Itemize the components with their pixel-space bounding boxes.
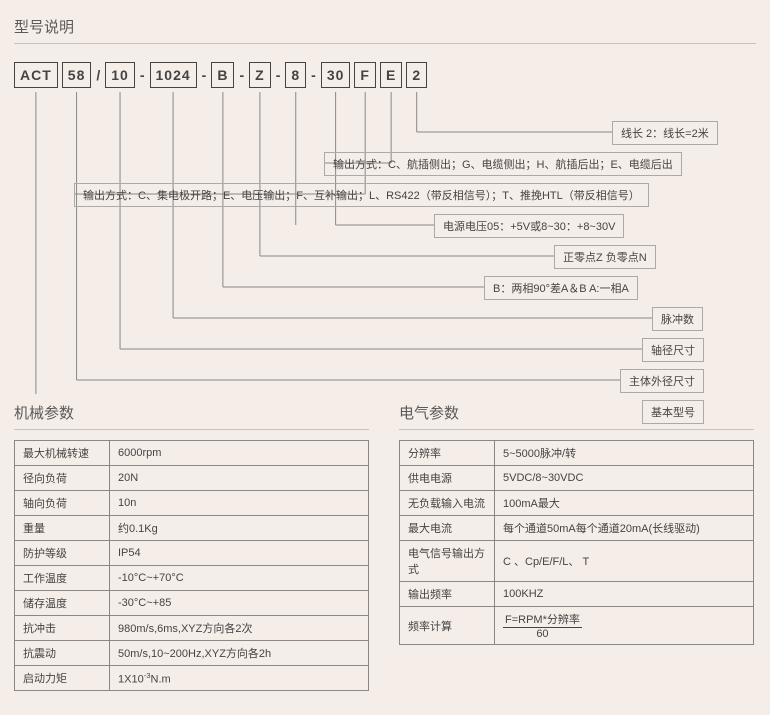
table-row: 电气信号输出方式C 、Cp/E/F/L、 T	[400, 541, 754, 582]
model-box-7: B	[211, 62, 234, 88]
label-l3: 电源电压05：+5V或8~30：+8~30V	[434, 214, 624, 238]
table-row: 分辨率5~5000脉冲/转	[400, 441, 754, 466]
spec-label: 储存温度	[15, 591, 110, 616]
table-row: 储存温度-30°C~+85	[15, 591, 369, 616]
table-row: 抗冲击980m/s,6ms,XYZ方向各2次	[15, 616, 369, 641]
model-box-1: 58	[62, 62, 92, 88]
table-row: 工作温度-10°C~+70°C	[15, 566, 369, 591]
table-row: 防护等级IP54	[15, 541, 369, 566]
spec-label: 防护等级	[15, 541, 110, 566]
model-box-11: 8	[285, 62, 306, 88]
model-sep: -	[310, 67, 317, 83]
table-row: 重量约0.1Kg	[15, 516, 369, 541]
spec-label: 径向负荷	[15, 466, 110, 491]
spec-value: 5~5000脉冲/转	[495, 441, 754, 466]
label-l4: 正零点Z 负零点N	[554, 245, 656, 269]
mech-table: 最大机械转速6000rpm径向负荷20N轴向负荷10n重量约0.1Kg防护等级I…	[14, 440, 369, 691]
spec-value: 6000rpm	[110, 441, 369, 466]
model-box-14: F	[354, 62, 376, 88]
spec-label: 重量	[15, 516, 110, 541]
model-area: ACT58/10-1024-B-Z-8-30FE2 线长 2：线长=2米输出方式…	[14, 54, 756, 394]
label-l0: 线长 2：线长=2米	[612, 121, 718, 145]
spec-value: 50m/s,10~200Hz,XYZ方向各2h	[110, 641, 369, 666]
spec-label: 启动力矩	[15, 666, 110, 691]
model-sep: -	[201, 67, 208, 83]
table-row: 最大机械转速6000rpm	[15, 441, 369, 466]
spec-label: 电气信号输出方式	[400, 541, 495, 582]
spec-label: 抗震动	[15, 641, 110, 666]
spec-label: 分辨率	[400, 441, 495, 466]
table-row: 输出频率100KHZ	[400, 582, 754, 607]
spec-value: 10n	[110, 491, 369, 516]
spec-label: 频率计算	[400, 607, 495, 645]
table-row: 径向负荷20N	[15, 466, 369, 491]
spec-label: 供电电源	[400, 466, 495, 491]
section-title-model: 型号说明	[14, 10, 756, 44]
spec-label: 抗冲击	[15, 616, 110, 641]
table-row: 无负载输入电流100mA最大	[400, 491, 754, 516]
model-sep: /	[95, 67, 101, 83]
spec-label: 轴向负荷	[15, 491, 110, 516]
spec-value: 5VDC/8~30VDC	[495, 466, 754, 491]
spec-value: 每个通道50mA每个通道20mA(长线驱动)	[495, 516, 754, 541]
label-l9: 基本型号	[642, 400, 704, 424]
spec-columns: 机械参数 最大机械转速6000rpm径向负荷20N轴向负荷10n重量约0.1Kg…	[14, 396, 756, 691]
table-row: 启动力矩1X10-3N.m	[15, 666, 369, 691]
label-l7: 轴径尺寸	[642, 338, 704, 362]
spec-value: 约0.1Kg	[110, 516, 369, 541]
col-elec: 电气参数 分辨率5~5000脉冲/转供电电源5VDC/8~30VDC无负载输入电…	[399, 396, 754, 691]
table-row: 频率计算F=RPM*分辨率60	[400, 607, 754, 645]
table-row: 供电电源5VDC/8~30VDC	[400, 466, 754, 491]
model-sep: -	[275, 67, 282, 83]
spec-label: 最大机械转速	[15, 441, 110, 466]
section-title-mech: 机械参数	[14, 396, 369, 430]
col-mech: 机械参数 最大机械转速6000rpm径向负荷20N轴向负荷10n重量约0.1Kg…	[14, 396, 369, 691]
model-box-16: 2	[406, 62, 427, 88]
spec-label: 输出频率	[400, 582, 495, 607]
spec-value: 980m/s,6ms,XYZ方向各2次	[110, 616, 369, 641]
model-sep: -	[238, 67, 245, 83]
model-box-13: 30	[321, 62, 351, 88]
label-l1: 输出方式：C、航插侧出；G、电缆侧出；H、航插后出；E、电缆后出	[324, 152, 682, 176]
spec-value: -10°C~+70°C	[110, 566, 369, 591]
spec-value: IP54	[110, 541, 369, 566]
model-box-15: E	[380, 62, 402, 88]
spec-label: 无负载输入电流	[400, 491, 495, 516]
spec-value: 20N	[110, 466, 369, 491]
label-l8: 主体外径尺寸	[620, 369, 704, 393]
model-box-0: ACT	[14, 62, 58, 88]
label-l6: 脉冲数	[652, 307, 703, 331]
label-l2: 输出方式：C、集电极开路；E、电压输出；F、互补输出；L、RS422（带反相信号…	[74, 183, 649, 207]
spec-value: 1X10-3N.m	[110, 666, 369, 691]
elec-table: 分辨率5~5000脉冲/转供电电源5VDC/8~30VDC无负载输入电流100m…	[399, 440, 754, 645]
spec-value: 100mA最大	[495, 491, 754, 516]
model-box-5: 1024	[150, 62, 197, 88]
model-code-row: ACT58/10-1024-B-Z-8-30FE2	[14, 62, 427, 88]
spec-label: 工作温度	[15, 566, 110, 591]
spec-value: C 、Cp/E/F/L、 T	[495, 541, 754, 582]
spec-value: -30°C~+85	[110, 591, 369, 616]
table-row: 抗震动50m/s,10~200Hz,XYZ方向各2h	[15, 641, 369, 666]
label-l5: B：两相90°差A＆B A:一相A	[484, 276, 638, 300]
spec-value: F=RPM*分辨率60	[495, 607, 754, 645]
spec-value: 100KHZ	[495, 582, 754, 607]
model-sep: -	[139, 67, 146, 83]
table-row: 最大电流每个通道50mA每个通道20mA(长线驱动)	[400, 516, 754, 541]
model-box-3: 10	[105, 62, 135, 88]
spec-label: 最大电流	[400, 516, 495, 541]
model-box-9: Z	[249, 62, 271, 88]
table-row: 轴向负荷10n	[15, 491, 369, 516]
